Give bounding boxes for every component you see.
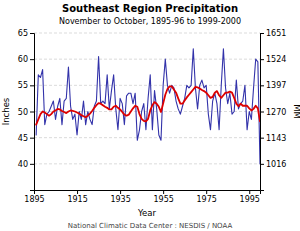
title: Southeast Region Precipitation	[62, 3, 238, 14]
tick-label: 1935	[110, 195, 130, 204]
plot-area	[36, 49, 260, 164]
tick: 1895	[24, 190, 44, 204]
tick-label: 1651	[266, 29, 286, 38]
tick: 55	[18, 81, 34, 90]
tick-label: 40	[18, 160, 28, 169]
tick-label: 55	[18, 81, 28, 90]
texts: Southeast Region Precipitation November t…	[1, 3, 300, 230]
tick-mark	[260, 138, 264, 139]
tick: 1651	[260, 29, 286, 38]
tick-label: 1895	[24, 195, 44, 204]
grid-line	[34, 33, 260, 34]
tick: 45	[18, 134, 34, 143]
grid-line	[34, 59, 260, 60]
tick-mark	[30, 138, 34, 139]
tick-mark	[260, 59, 264, 60]
tick-label: 45	[18, 134, 28, 143]
tick-label: 65	[18, 29, 28, 38]
tick-label: 1955	[153, 195, 173, 204]
tick-label: 1975	[197, 195, 217, 204]
grid-line	[34, 137, 260, 138]
tick: 40	[18, 160, 34, 169]
tick-mark	[30, 85, 34, 86]
tick: 1397	[260, 81, 286, 90]
tick-mark	[30, 59, 34, 60]
tick-mark	[260, 164, 264, 165]
series-line	[36, 49, 260, 164]
tick-mark	[206, 190, 207, 194]
axis-line	[261, 34, 265, 191]
tick-label: 1995	[240, 195, 260, 204]
tick-label: 1143	[266, 134, 286, 143]
tick: 1975	[197, 190, 217, 204]
grid-line	[34, 163, 260, 164]
axis-line	[35, 191, 261, 195]
tick-mark	[77, 190, 78, 194]
tick: 1995	[240, 190, 260, 204]
y-axis: 40 45 50 55 60 65	[18, 29, 35, 190]
tick-label: 1524	[266, 55, 286, 64]
tick-mark	[30, 33, 34, 34]
tick-mark	[260, 33, 264, 34]
tick-mark	[163, 190, 164, 194]
tick: 1143	[260, 134, 286, 143]
tick: 65	[18, 29, 34, 38]
axis-line	[30, 34, 35, 191]
footer: National Climatic Data Center : NESDIS /…	[68, 222, 233, 230]
tick-label: 1915	[67, 195, 87, 204]
tick-label: 50	[18, 108, 28, 117]
tick: 1915	[67, 190, 87, 204]
series-line	[36, 86, 260, 124]
tick-mark	[260, 85, 264, 86]
tick-mark	[249, 190, 250, 194]
tick: 1016	[260, 160, 286, 169]
tick-label: 60	[18, 55, 28, 64]
chart: 1895 1915 1935 1955 1975 1995 40 45 50 55 60 65 1016…	[0, 0, 300, 231]
tick-mark	[30, 112, 34, 113]
x-axis-title: Year	[137, 208, 157, 218]
x-axis: 1895 1915 1935 1955 1975 1995	[24, 190, 260, 204]
grid-line	[34, 85, 260, 86]
y-axis-title: Inches	[1, 97, 11, 125]
tick: 1270	[260, 108, 286, 117]
tick-label: 1397	[266, 81, 286, 90]
tick: 1524	[260, 55, 286, 64]
grid	[34, 33, 260, 164]
tick-mark	[260, 112, 264, 113]
tick: 1935	[110, 190, 130, 204]
subtitle: November to October, 1895-96 to 1999-200…	[59, 17, 241, 26]
tick: 50	[18, 108, 34, 117]
tick-label: 1270	[266, 108, 286, 117]
tick-mark	[30, 164, 34, 165]
tick: 1955	[153, 190, 173, 204]
tick-label: 1016	[266, 160, 286, 169]
y2-axis: 1016 1143 1270 1397 1524 1651	[260, 29, 286, 190]
y2-axis-title: MM	[292, 104, 300, 119]
tick-mark	[120, 190, 121, 194]
tick: 60	[18, 55, 34, 64]
